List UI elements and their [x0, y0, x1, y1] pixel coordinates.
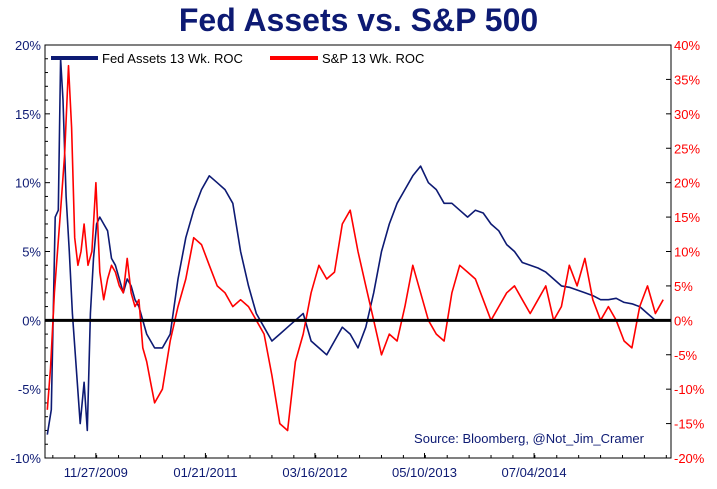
legend-fed-label: Fed Assets 13 Wk. ROC [102, 51, 243, 66]
right-tick-label: 20% [674, 176, 700, 191]
right-tick-label: -15% [674, 417, 705, 432]
chart-title: Fed Assets vs. S&P 500 [178, 2, 539, 38]
right-tick-label: -5% [674, 348, 698, 363]
left-tick-label: 15% [15, 107, 41, 122]
right-tick-label: -20% [674, 451, 705, 466]
legend-sp-label: S&P 13 Wk. ROC [322, 51, 424, 66]
left-tick-label: 5% [22, 245, 41, 260]
right-tick-label: 40% [674, 38, 700, 53]
x-tick-label: 11/27/2009 [64, 465, 128, 480]
fed-assets-line [46, 57, 656, 435]
left-tick-label: -10% [11, 451, 42, 466]
x-axis: 11/27/2009 01/21/2011 03/16/2012 05/10/2013… [52, 453, 667, 480]
x-tick-label: 01/21/2011 [173, 465, 237, 480]
series-layer [46, 57, 664, 435]
left-tick-label: 0% [22, 313, 41, 328]
x-tick-label: 05/10/2013 [392, 465, 457, 480]
right-tick-label: 5% [674, 279, 693, 294]
right-tick-label: 25% [674, 141, 700, 156]
sp500-line [46, 64, 664, 432]
left-axis: -10% -5% 0% 5% 10% 15% 20% [11, 38, 50, 466]
legend: Fed Assets 13 Wk. ROC S&P 13 Wk. ROC [51, 51, 424, 66]
x-tick-label: 03/16/2012 [282, 465, 347, 480]
left-tick-label: 10% [15, 176, 41, 191]
left-tick-label: -5% [18, 382, 42, 397]
right-tick-label: 0% [674, 313, 693, 328]
right-tick-label: -10% [674, 382, 705, 397]
right-tick-label: 35% [674, 72, 700, 87]
right-tick-label: 10% [674, 245, 700, 260]
right-axis: -20% -15% -10% -5% 0% 5% 10% 15% 20% 25% 30% 35% 40% [666, 38, 705, 466]
x-tick-label: 07/04/2014 [502, 465, 567, 480]
right-tick-label: 30% [674, 107, 700, 122]
left-tick-label: 20% [15, 38, 41, 53]
source-label: Source: Bloomberg, @Not_Jim_Cramer [414, 431, 645, 446]
right-tick-label: 15% [674, 210, 700, 225]
